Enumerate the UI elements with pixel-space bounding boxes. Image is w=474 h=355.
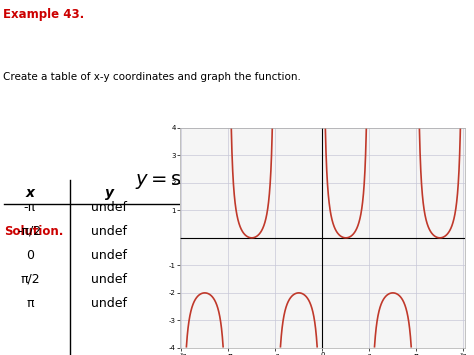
Text: undef: undef	[91, 249, 128, 262]
Text: -π: -π	[24, 201, 36, 214]
Text: x: x	[26, 186, 34, 200]
Text: y: y	[105, 186, 114, 200]
Text: $y = \sec\!\left(-2x + \dfrac{\pi}{2}\right) - 1$: $y = \sec\!\left(-2x + \dfrac{\pi}{2}\ri…	[135, 163, 339, 199]
Text: 0: 0	[26, 249, 34, 262]
Text: π/2: π/2	[20, 273, 40, 286]
Text: π: π	[26, 297, 34, 310]
Text: undef: undef	[91, 273, 128, 286]
Text: Example 43.: Example 43.	[3, 8, 84, 21]
Text: Create a table of x-y coordinates and graph the function.: Create a table of x-y coordinates and gr…	[3, 72, 301, 82]
Text: Solution.: Solution.	[4, 225, 64, 238]
Text: undef: undef	[91, 297, 128, 310]
Text: -π/2: -π/2	[18, 225, 42, 238]
Text: undef: undef	[91, 201, 128, 214]
Text: undef: undef	[91, 225, 128, 238]
